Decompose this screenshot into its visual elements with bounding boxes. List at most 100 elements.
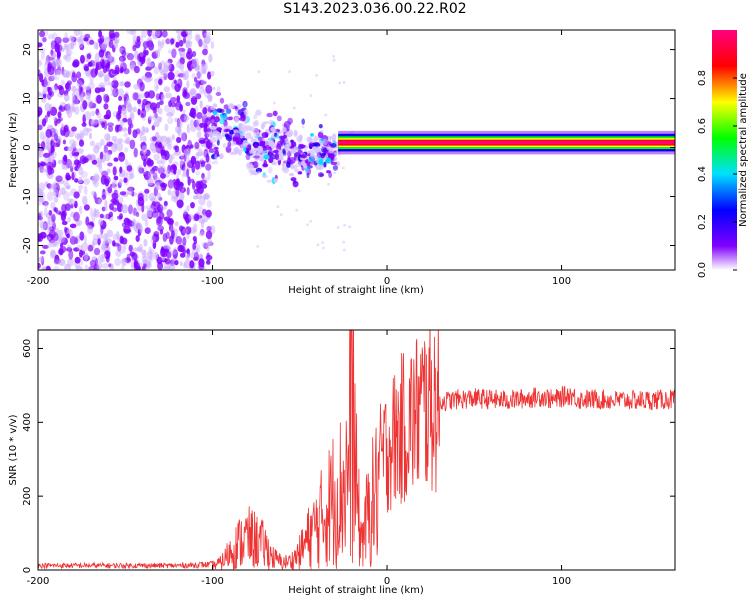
- heatmap-cell: [57, 235, 65, 243]
- heatmap-cell: [41, 197, 45, 203]
- heatmap-cell: [106, 168, 111, 174]
- heatmap-cell: [273, 101, 276, 105]
- heatmap-cell: [227, 137, 232, 142]
- heatmap-cell: [54, 133, 59, 142]
- heatmap-cell: [97, 160, 103, 169]
- heatmap-cell: [120, 169, 128, 178]
- heatmap-cell: [73, 247, 80, 252]
- heatmap-cell: [101, 263, 109, 269]
- heatmap-cell: [138, 164, 143, 175]
- heatmap-cell: [343, 223, 346, 227]
- heatmap-cell: [197, 205, 204, 216]
- heatmap-cell: [229, 129, 235, 135]
- heatmap-cell: [236, 104, 242, 109]
- heatmap-cell: [43, 157, 49, 163]
- heatmap-cell: [176, 136, 182, 144]
- heatmap-cell: [127, 125, 132, 135]
- heatmap-cell: [42, 244, 49, 249]
- heatmap-cell: [147, 76, 153, 82]
- heatmap-cell: [68, 159, 72, 165]
- heatmap-cell: [275, 134, 280, 139]
- heatmap-cell: [81, 242, 89, 252]
- heatmap-cell: [91, 213, 96, 223]
- heatmap-cell: [270, 126, 276, 132]
- spectrogram-y-axis-label: Frequency (Hz): [8, 112, 19, 188]
- heatmap-cell: [194, 160, 201, 170]
- heatmap-cell: [184, 259, 192, 269]
- heatmap-cell: [48, 75, 55, 82]
- heatmap-cell: [39, 250, 46, 255]
- heatmap-cell: [125, 136, 131, 145]
- heatmap-cell: [195, 181, 202, 191]
- heatmap-cell: [184, 214, 192, 224]
- heatmap-cell: [200, 80, 206, 85]
- heatmap-cell: [182, 131, 186, 142]
- heatmap-cell: [150, 31, 158, 36]
- heatmap-cell: [78, 177, 83, 184]
- heatmap-cell: [144, 193, 149, 202]
- heatmap-cell: [38, 59, 43, 67]
- heatmap-cell: [268, 119, 274, 126]
- heatmap-cell: [153, 66, 160, 75]
- heatmap-cell: [205, 37, 211, 45]
- heatmap-cell: [117, 138, 123, 144]
- heatmap-cell: [282, 162, 286, 168]
- heatmap-cell: [89, 259, 96, 267]
- heatmap-cell: [153, 251, 159, 261]
- snr-y-axis-label: SNR (10 * v/v): [8, 414, 19, 485]
- heatmap-cell: [112, 166, 117, 176]
- heatmap-cell: [148, 115, 153, 121]
- heatmap-cell: [185, 41, 193, 49]
- y-tick-label: 0: [22, 144, 33, 150]
- heatmap-cell: [205, 128, 212, 133]
- heatmap-cell: [205, 84, 213, 94]
- heatmap-cell: [44, 102, 51, 112]
- snr-ticks: -200 -100 0 100 0 200 400 600: [22, 330, 675, 587]
- heatmap-cell: [80, 93, 84, 103]
- heatmap-cell: [81, 90, 86, 96]
- heatmap-cell: [309, 219, 313, 223]
- heatmap-cell: [198, 139, 206, 144]
- heatmap-cell: [205, 153, 210, 163]
- heatmap-cell: [64, 32, 68, 39]
- heatmap-cell: [124, 158, 128, 165]
- heatmap-cell: [113, 40, 119, 49]
- heatmap-cell: [83, 178, 91, 185]
- heatmap-cell: [292, 106, 296, 110]
- heatmap-cell: [103, 93, 110, 104]
- heatmap-cell: [87, 61, 93, 67]
- heatmap-cell: [179, 104, 184, 112]
- heatmap-cell: [103, 73, 110, 82]
- heatmap-cell: [205, 242, 210, 252]
- heatmap-cell: [141, 125, 146, 136]
- heatmap-cell: [200, 67, 207, 74]
- heatmap-cell: [96, 234, 104, 240]
- heatmap-cell: [199, 228, 205, 236]
- heatmap-cell: [287, 150, 291, 158]
- y-tick-label: 10: [22, 92, 33, 105]
- heatmap-cell: [211, 160, 219, 165]
- heatmap-cell: [45, 265, 51, 270]
- heatmap-cell: [243, 146, 247, 152]
- heatmap-cell: [332, 55, 335, 58]
- heatmap-cell: [184, 154, 190, 164]
- heatmap-cell: [43, 207, 48, 217]
- heatmap-cell: [126, 171, 133, 181]
- heatmap-cell: [111, 135, 118, 142]
- heatmap-cell: [80, 171, 88, 179]
- heatmap-cell: [66, 47, 71, 57]
- heatmap-cell: [192, 180, 196, 190]
- heatmap-cell: [257, 171, 261, 174]
- heatmap-cell: [88, 82, 95, 90]
- heatmap-cell: [153, 121, 160, 128]
- heatmap-cell: [151, 200, 156, 206]
- heatmap-cell: [69, 139, 76, 146]
- heatmap-cell: [192, 236, 197, 242]
- heatmap-cell: [38, 262, 41, 269]
- heatmap-cell: [53, 259, 61, 266]
- heatmap-cell: [268, 137, 275, 141]
- heatmap-cell: [133, 207, 137, 216]
- heatmap-cell: [121, 49, 127, 57]
- heatmap-cell: [67, 146, 73, 152]
